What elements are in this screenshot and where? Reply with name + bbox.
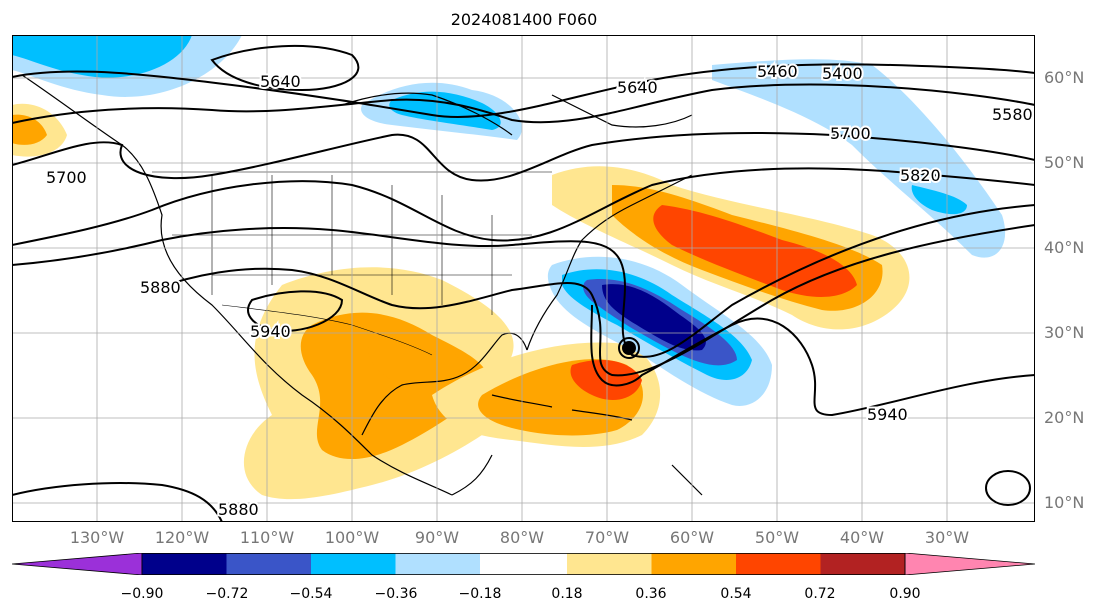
lon-label: 40°W xyxy=(839,528,885,547)
lat-label: 40°N xyxy=(1044,238,1085,257)
colorbar-tick: −0.54 xyxy=(289,586,333,602)
lon-label: 60°W xyxy=(669,528,715,547)
contour-label: 5460 xyxy=(757,62,798,81)
colorbar-segment xyxy=(736,553,821,575)
lat-label: 60°N xyxy=(1044,68,1085,87)
lon-label: 110°W xyxy=(239,528,295,547)
colorbar-extend-low xyxy=(12,553,143,575)
lon-label: 90°W xyxy=(414,528,460,547)
weather-map: 5640 5640 5460 5400 5580 5700 5700 5820 … xyxy=(12,35,1035,522)
contour-label: 5940 xyxy=(250,322,291,341)
contour-label: 5880 xyxy=(140,278,181,297)
colorbar-segment xyxy=(480,553,567,575)
colorbar-segment xyxy=(820,553,905,575)
colorbar xyxy=(12,553,1035,575)
colorbar-segment xyxy=(651,553,736,575)
colorbar-segment xyxy=(226,553,311,575)
contour-label: 5640 xyxy=(260,72,301,91)
colorbar-segment xyxy=(567,553,652,575)
lon-label: 30°W xyxy=(924,528,970,547)
contour-label: 5700 xyxy=(830,124,871,143)
lat-label: 20°N xyxy=(1044,408,1085,427)
colorbar-segment xyxy=(395,553,480,575)
map-title: 2024081400 F060 xyxy=(450,10,598,29)
height-contours xyxy=(12,44,1035,522)
lat-label: 30°N xyxy=(1044,323,1085,342)
colorbar-tick: −0.90 xyxy=(120,586,164,602)
lat-label: 50°N xyxy=(1044,153,1085,172)
colorbar-segment xyxy=(311,553,396,575)
contour-label: 5700 xyxy=(46,168,87,187)
lon-label: 80°W xyxy=(499,528,545,547)
anomaly-shading xyxy=(12,35,1006,500)
contour-label: 5880 xyxy=(218,500,259,519)
contour-labels: 5640 5640 5460 5400 5580 5700 5700 5820 … xyxy=(44,60,1035,521)
contour-label: 5640 xyxy=(617,78,658,97)
colorbar-tick: 0.18 xyxy=(551,586,583,602)
contour-label: 5580 xyxy=(992,105,1033,124)
lon-label: 70°W xyxy=(584,528,630,547)
contour-label: 5820 xyxy=(900,166,941,185)
colorbar-tick: 0.54 xyxy=(720,586,752,602)
colorbar-extend-high xyxy=(904,553,1035,575)
lat-label: 10°N xyxy=(1044,493,1085,512)
colorbar-tick: 0.36 xyxy=(635,586,667,602)
colorbar-tick: 0.90 xyxy=(889,586,921,602)
colorbar-tick: −0.72 xyxy=(205,586,249,602)
lon-label: 130°W xyxy=(69,528,125,547)
colorbar-tick: −0.18 xyxy=(458,586,502,602)
colorbar-tick: −0.36 xyxy=(374,586,418,602)
lon-label: 50°W xyxy=(754,528,800,547)
lon-label: 100°W xyxy=(324,528,380,547)
contour-label: 5940 xyxy=(867,405,908,424)
colorbar-segment xyxy=(142,553,227,575)
colorbar-tick: 0.72 xyxy=(804,586,836,602)
contour-label: 5400 xyxy=(822,64,863,83)
lon-label: 120°W xyxy=(154,528,210,547)
graticule xyxy=(12,35,1035,522)
